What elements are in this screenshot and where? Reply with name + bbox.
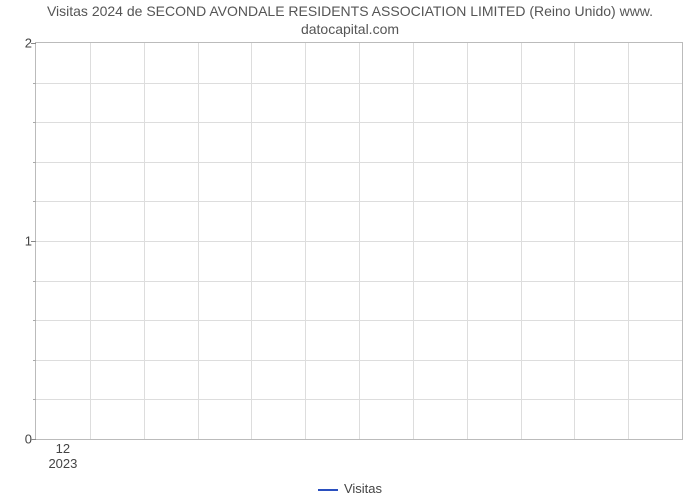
y-axis-tick-mark [31, 241, 36, 242]
gridline-vertical [144, 43, 145, 439]
chart-container: Visitas 2024 de SECOND AVONDALE RESIDENT… [0, 0, 700, 500]
legend-swatch-icon [318, 489, 338, 491]
y-axis-minor-tick [33, 162, 36, 163]
y-axis-minor-tick [33, 122, 36, 123]
y-axis-minor-tick [33, 399, 36, 400]
y-axis-minor-tick [33, 320, 36, 321]
y-axis-minor-tick [33, 281, 36, 282]
y-axis-tick-label: 0 [14, 432, 32, 447]
y-axis-minor-tick [33, 83, 36, 84]
gridline-vertical [359, 43, 360, 439]
chart-title: Visitas 2024 de SECOND AVONDALE RESIDENT… [0, 2, 700, 38]
gridline-vertical [628, 43, 629, 439]
y-axis-minor-tick [33, 201, 36, 202]
x-axis-tick-label: 12 [56, 441, 70, 456]
y-axis-tick-mark [31, 439, 36, 440]
title-line-1: Visitas 2024 de SECOND AVONDALE RESIDENT… [47, 3, 653, 19]
plot-area: 012122023 [35, 42, 683, 440]
gridline-vertical [413, 43, 414, 439]
y-axis-tick-label: 2 [14, 36, 32, 51]
y-axis-tick-label: 1 [14, 234, 32, 249]
legend: Visitas [0, 481, 700, 496]
gridline-vertical [251, 43, 252, 439]
gridline-vertical [467, 43, 468, 439]
title-line-2: datocapital.com [301, 21, 399, 37]
gridline-vertical [521, 43, 522, 439]
gridline-vertical [90, 43, 91, 439]
x-axis-year-label: 2023 [48, 456, 77, 471]
legend-label: Visitas [344, 481, 382, 496]
gridline-vertical [305, 43, 306, 439]
y-axis-tick-mark [31, 43, 36, 44]
gridline-vertical [198, 43, 199, 439]
gridline-vertical [574, 43, 575, 439]
y-axis-minor-tick [33, 360, 36, 361]
